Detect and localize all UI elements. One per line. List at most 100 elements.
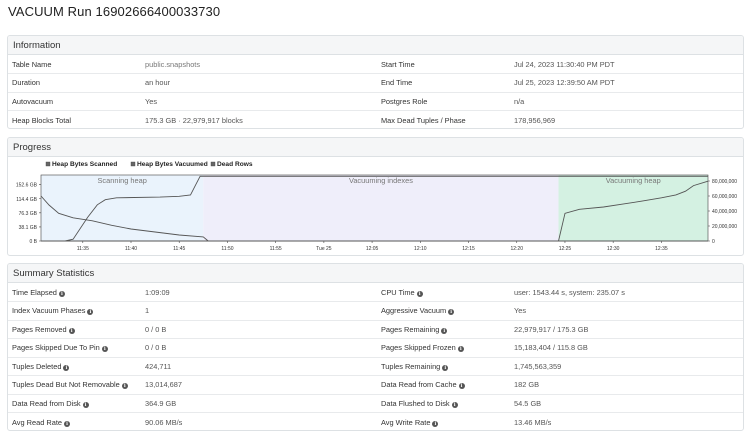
table-row: Autovacuum Yes Postgres Role n/a xyxy=(8,92,743,111)
info-value: Jul 25, 2023 12:39:50 AM PDT xyxy=(510,73,743,93)
summary-key: Pages Skipped Due To Pin i xyxy=(8,338,141,358)
phase-band xyxy=(558,175,708,241)
y-right-tick-label: 80,000,000 xyxy=(712,179,737,185)
summary-key-label: Tuples Remaining xyxy=(381,361,441,371)
summary-key: Tuples Deleted i xyxy=(8,357,141,376)
y-left-tick-label: 76.3 GB xyxy=(19,211,38,217)
series-line-dead-rows xyxy=(40,195,708,242)
legend-label: Heap Bytes Vacuumed xyxy=(137,161,208,168)
summary-key-label: Data Flushed to Disk xyxy=(381,398,450,408)
info-icon[interactable]: i xyxy=(58,290,65,297)
progress-heading: Progress xyxy=(8,138,743,157)
summary-value: 0 / 0 B xyxy=(141,320,377,339)
summary-key: Tuples Dead But Not Removable i xyxy=(8,375,141,395)
y-left-tick-label: 38.1 GB xyxy=(19,225,38,231)
info-icon[interactable]: i xyxy=(64,420,70,427)
info-icon[interactable]: i xyxy=(432,420,439,427)
summary-key-label: Data Read from Disk xyxy=(12,398,81,408)
summary-value: 15,183,404 / 115.8 GB xyxy=(510,338,743,358)
x-tick-label: 11:35 xyxy=(77,246,89,252)
summary-key: Data Read from Disk i xyxy=(8,394,141,413)
info-value-table-name: public.snapshots xyxy=(141,55,377,74)
info-icon[interactable]: i xyxy=(63,364,70,371)
information-heading: Information xyxy=(8,36,743,55)
info-icon[interactable]: i xyxy=(458,383,465,390)
summary-key: Avg Read Rate i xyxy=(8,413,141,431)
info-value: Yes xyxy=(141,92,377,111)
summary-value: 364.9 GB xyxy=(141,394,377,413)
info-key: Autovacuum xyxy=(8,92,141,111)
summary-key-label: Pages Skipped Due To Pin xyxy=(12,343,100,353)
series-line-heap-bytes-vacuumed xyxy=(41,180,709,242)
summary-value: 1:09:09 xyxy=(141,283,377,302)
info-icon[interactable]: i xyxy=(451,401,458,408)
summary-value: user: 1543.44 s, system: 235.07 s xyxy=(510,283,743,302)
table-row: Data Read from Disk i 364.9 GB Data Flushed… xyxy=(8,394,743,413)
x-tick-label: 12:05 xyxy=(366,246,379,252)
summary-key: CPU Time i xyxy=(377,283,510,302)
table-row: Table Name public.snapshots Start Time J… xyxy=(8,55,743,74)
info-value: 175.3 GB · 22,979,917 blocks xyxy=(145,115,243,125)
table-row: Tuples Dead But Not Removable i 13,014,687… xyxy=(8,375,743,395)
phase-label: Scanning heap xyxy=(98,176,147,185)
info-icon[interactable]: i xyxy=(68,327,75,334)
table-row: Heap Blocks Total 175.3 GB · 22,979,917 … xyxy=(8,111,743,129)
phase-label: Vacuuming indexes xyxy=(349,176,413,185)
summary-key-label: Data Read from Cache xyxy=(381,380,457,390)
summary-value: 0 / 0 B xyxy=(141,338,377,358)
summary-key-label: Tuples Dead But Not Removable xyxy=(12,380,120,390)
legend-item[interactable]: Dead Rows xyxy=(210,161,253,168)
summary-key-label: Pages Skipped Frozen xyxy=(381,343,456,353)
summary-value: 1 xyxy=(141,301,377,321)
info-icon[interactable]: i xyxy=(101,346,108,353)
info-icon[interactable]: i xyxy=(121,383,128,390)
x-tick-label: 12:20 xyxy=(510,246,523,252)
legend-swatch xyxy=(45,161,51,167)
info-key: Duration xyxy=(8,73,141,93)
table-row: Index Vacuum Phases i 1 Aggressive Vacuum i Y… xyxy=(8,301,743,321)
series-line-heap-bytes-scanned xyxy=(41,175,708,242)
summary-key-label: Aggressive Vacuum xyxy=(381,306,447,316)
progress-panel: Progress Scanning heap Vacuuming indexes V… xyxy=(7,137,744,256)
y-left-tick-label: 0 B xyxy=(29,239,37,245)
summary-key: Pages Skipped Frozen i xyxy=(377,338,510,358)
info-icon[interactable]: i xyxy=(87,309,94,316)
summary-key-label: Pages Remaining xyxy=(381,324,440,334)
information-table: Table Name public.snapshots Start Time J… xyxy=(8,55,743,129)
legend-label: Dead Rows xyxy=(217,161,253,168)
y-left-tick-label: 114.4 GB xyxy=(16,197,37,203)
info-key: End Time xyxy=(377,73,510,93)
summary-value: 13,014,687 xyxy=(141,375,377,395)
legend-item[interactable]: Heap Bytes Vacuumed xyxy=(130,161,208,168)
info-key: Heap Blocks Total xyxy=(12,115,72,125)
x-tick-label: 12:15 xyxy=(462,246,475,252)
legend-label: Heap Bytes Scanned xyxy=(52,161,117,168)
page-title: VACUUM Run 16902666400033730 xyxy=(8,4,221,19)
legend-item[interactable]: Heap Bytes Scanned xyxy=(45,161,117,168)
info-icon[interactable]: i xyxy=(441,327,448,334)
summary-key: Aggressive Vacuum i xyxy=(377,301,510,321)
summary-key: Avg Write Rate i xyxy=(377,413,510,431)
info-key: Table Name xyxy=(8,55,141,74)
y-right-tick-label: 40,000,000 xyxy=(712,209,737,215)
legend-swatch xyxy=(130,161,136,167)
info-key: Start Time xyxy=(377,55,510,74)
summary-panel: Summary Statistics Time Elapsed i 1:09:09 C… xyxy=(7,263,744,431)
summary-value: Yes xyxy=(510,301,743,321)
summary-value: 90.06 MB/s xyxy=(145,417,183,427)
progress-chart: Scanning heap Vacuuming indexes Vacuuming … xyxy=(16,161,737,252)
info-icon[interactable]: i xyxy=(457,346,464,353)
summary-value: 13.46 MB/s xyxy=(514,417,552,427)
x-tick-label: 12:10 xyxy=(414,246,427,252)
info-icon[interactable]: i xyxy=(442,364,449,371)
info-icon[interactable]: i xyxy=(82,401,89,408)
table-row: Avg Read Rate i 90.06 MB/s Avg Write Rate i 1… xyxy=(8,413,743,431)
info-value: an hour xyxy=(141,73,377,93)
x-tick-label: 12:35 xyxy=(655,246,668,252)
info-icon[interactable]: i xyxy=(448,309,455,316)
info-icon[interactable]: i xyxy=(416,290,423,297)
y-right-tick-label: 0 xyxy=(712,239,715,245)
phase-band xyxy=(41,175,204,241)
summary-key-label: Time Elapsed xyxy=(12,287,57,297)
summary-value: 182 GB xyxy=(510,375,743,395)
